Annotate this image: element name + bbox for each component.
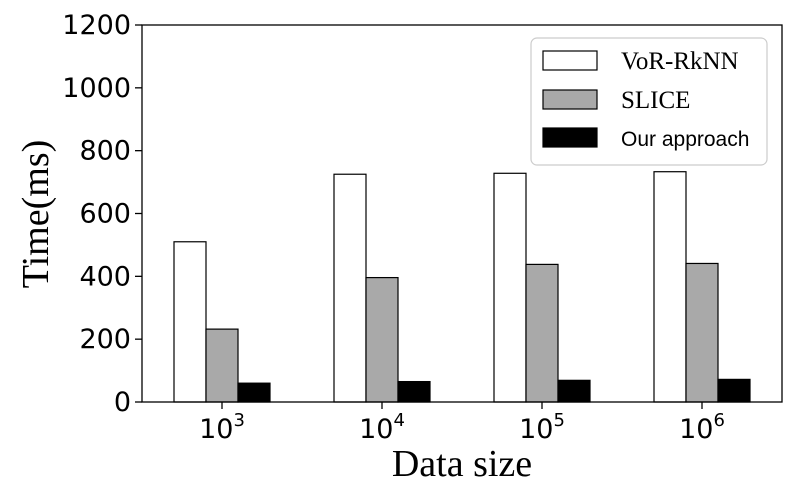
y-tick-label: 600 [79, 199, 131, 230]
y-tick-label: 0 [114, 387, 131, 418]
bar-our-approach-4 [717, 378, 751, 403]
bar-vor-rknn-4 [653, 171, 687, 403]
bar-slice-3 [525, 263, 559, 403]
bar-our-approach-3 [557, 379, 591, 403]
x-tick-exponent: 6 [713, 410, 724, 431]
plot-frame [141, 24, 783, 403]
y-axis-label: Time(ms) [15, 140, 57, 289]
y-axis-ticks: 0 200 400 600 800 1000 1200 [62, 10, 142, 418]
x-tick-base: 10 [679, 414, 713, 445]
y-tick-label: 1000 [62, 73, 131, 104]
bar-our-approach-1 [237, 382, 271, 403]
x-tick-label: 106 [679, 410, 725, 445]
bar-vor-rknn-1 [173, 241, 207, 403]
legend-label: VoR-RkNN [621, 48, 739, 75]
bar-our-approach-2 [397, 380, 431, 403]
x-tick-exponent: 4 [393, 410, 404, 431]
x-tick-label: 103 [199, 410, 245, 445]
x-tick-label: 105 [519, 410, 565, 445]
legend-swatch [542, 50, 598, 71]
x-axis-label: Data size [392, 443, 532, 485]
bar-vor-rknn-3 [493, 172, 527, 403]
y-tick-label: 400 [79, 261, 131, 292]
legend-swatch [542, 127, 598, 148]
x-tick-exponent: 5 [553, 410, 564, 431]
x-tick-exponent: 3 [233, 410, 244, 431]
y-tick-label: 800 [79, 136, 131, 167]
legend: VoR-RkNN SLICE Our approach [530, 37, 768, 166]
bars [173, 171, 751, 403]
legend-label: SLICE [621, 87, 690, 114]
x-axis-ticks: 103 104 105 106 [199, 402, 725, 445]
x-tick-base: 10 [359, 414, 393, 445]
bar-slice-1 [205, 328, 239, 403]
legend-label: Our approach [621, 128, 749, 151]
legend-swatch [542, 89, 598, 110]
bar-vor-rknn-2 [333, 173, 367, 403]
y-tick-label: 200 [79, 324, 131, 355]
x-tick-base: 10 [519, 414, 553, 445]
y-tick-label: 1200 [62, 10, 131, 41]
x-tick-label: 104 [359, 410, 405, 445]
x-tick-base: 10 [199, 414, 233, 445]
bar-slice-4 [685, 262, 719, 403]
bar-slice-2 [365, 276, 399, 403]
